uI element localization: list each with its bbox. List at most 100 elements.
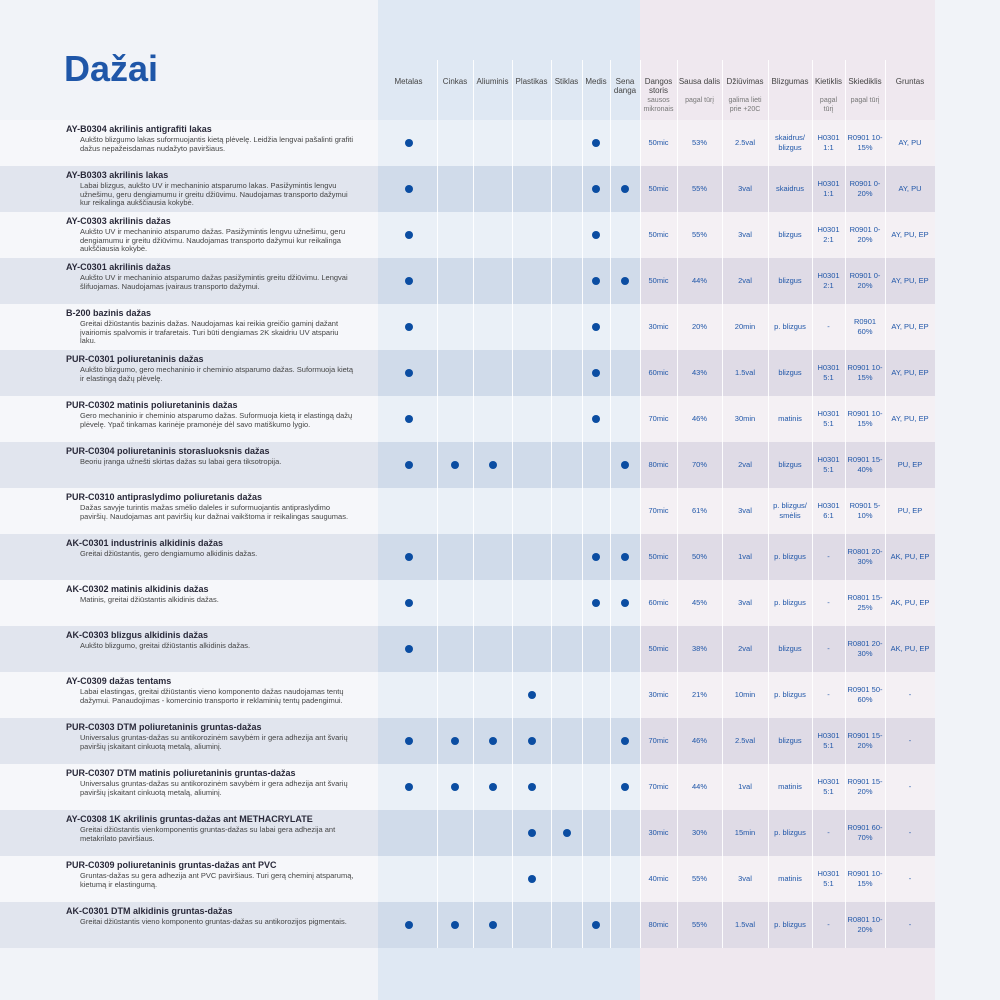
cell: R0801 20-30% [847,639,883,658]
cell: 20min [734,322,756,331]
cell: AK, PU, EP [890,598,930,607]
product-description: Universalus gruntas-dažas su antikorozin… [80,779,348,797]
cell: PU, EP [897,460,923,469]
product-name: PUR-C0309 poliuretaninis gruntas-dažas a… [66,860,277,870]
cell: 21% [691,690,707,699]
cell: p. blizgus [774,828,806,837]
column-header: Stiklas [554,77,579,86]
product-description: Greitai džiūstantis vieno komponento gru… [80,917,347,926]
dot [404,139,413,147]
product-name: AY-B0304 akrilinis antigrafiti lakas [66,124,212,134]
row-bg [0,396,935,442]
product-description: Gero mechaninio ir cheminio atsparumo da… [80,411,353,429]
dot [592,553,600,561]
product-description: Aukšto UV ir mechaninio atsparumo dažas.… [80,227,346,253]
dot [451,783,459,791]
cell: R0901 10-15% [847,869,883,888]
cell: 53% [691,138,707,147]
divider [582,60,583,948]
cell: R0901 0-20% [849,225,881,244]
dot [621,783,629,791]
cell: AY, PU, EP [891,276,929,285]
dot [404,737,413,745]
product-name: PUR-C0310 antipraslydimo poliuretanis da… [66,492,263,502]
dot [404,185,413,193]
cell: p. blizgus/ smėlis [773,501,807,520]
cell: matinis [778,782,802,791]
column-note: pagal tūrį [819,97,838,113]
divider [512,60,513,948]
product-description: Greitai džiūstantis vienkomponentis grun… [80,825,336,843]
divider [768,60,769,948]
cell: 40mic [648,874,669,883]
cell: 1.5val [734,920,755,929]
product-name: PUR-C0303 DTM poliuretaninis gruntas-daž… [66,722,262,732]
cell: R0901 15-20% [847,777,883,796]
product-description: Dažas savyje turintis mažas smėlio dalel… [80,503,349,521]
product-name: AK-C0301 industrinis alkidinis dažas [66,538,224,548]
column-header: Cinkas [442,77,468,86]
dot [404,415,413,423]
cell: 70mic [648,506,669,515]
cell: 61% [691,506,707,515]
cell: 2.5val [734,138,755,147]
cell: 2val [738,644,752,653]
row-bg [0,534,935,580]
product-description: Aukšto blizgumo, greitai džiūstantis alk… [80,641,251,650]
dot [404,231,413,239]
cell: 44% [691,276,707,285]
dot [404,599,413,607]
dot [621,737,629,745]
row-bg [0,488,935,534]
cell: 50mic [648,276,669,285]
cell: skaidrus/ blizgus [774,133,805,152]
product-name: PUR-C0304 poliuretaninis storasluoksnis … [66,446,270,456]
cell: 30mic [648,828,669,837]
cell: 10min [734,690,756,699]
product-description: Labai blizgus, aukšto UV ir mechaninio a… [80,181,348,207]
divider [885,60,886,948]
cell: 3val [738,506,752,515]
band [378,0,640,1000]
cell: 55% [691,184,707,193]
cell: 3val [738,230,752,239]
row-bg [0,166,935,212]
cell: R0901 15-20% [847,731,883,750]
cell: p. blizgus [774,598,806,607]
cell: p. blizgus [774,920,806,929]
divider [812,60,813,948]
cell: R0901 60-70% [847,823,883,842]
dot [621,277,629,285]
divider [845,60,846,948]
cell: - [908,874,912,883]
cell: R0801 20-30% [847,547,883,566]
divider [722,60,723,948]
row-bg [0,304,935,350]
cell: AK, PU, EP [890,552,930,561]
cell: - [908,690,912,699]
dot [451,921,459,929]
cell: R0801 10-20% [847,915,883,934]
cell: 70mic [648,782,669,791]
cell: R0901 10-15% [847,363,883,382]
column-note: galima lieti prie +20C [728,97,762,113]
cell: - [827,828,830,837]
product-name: AY-C0309 dažas tentams [66,676,172,686]
cell: H0301 2:1 [817,225,840,244]
cell: H0301 1:1 [817,133,840,152]
cell: 20% [691,322,707,331]
dot [488,783,497,791]
cell: 30mic [648,322,669,331]
dot [404,783,413,791]
cell: 70mic [648,414,669,423]
column-header: Blizgumas [771,77,809,86]
column-header: Kietiklis [814,77,843,86]
cell: - [827,598,830,607]
cell: 43% [691,368,707,377]
product-description: Beoriu įranga užnešti skirtas dažas su l… [80,457,282,466]
product-description: Gruntas-dažas su gera adhezija ant PVC p… [80,871,354,889]
dot [488,461,497,469]
cell: 3val [738,598,752,607]
cell: AY, PU, EP [891,322,929,331]
dot [621,461,629,469]
